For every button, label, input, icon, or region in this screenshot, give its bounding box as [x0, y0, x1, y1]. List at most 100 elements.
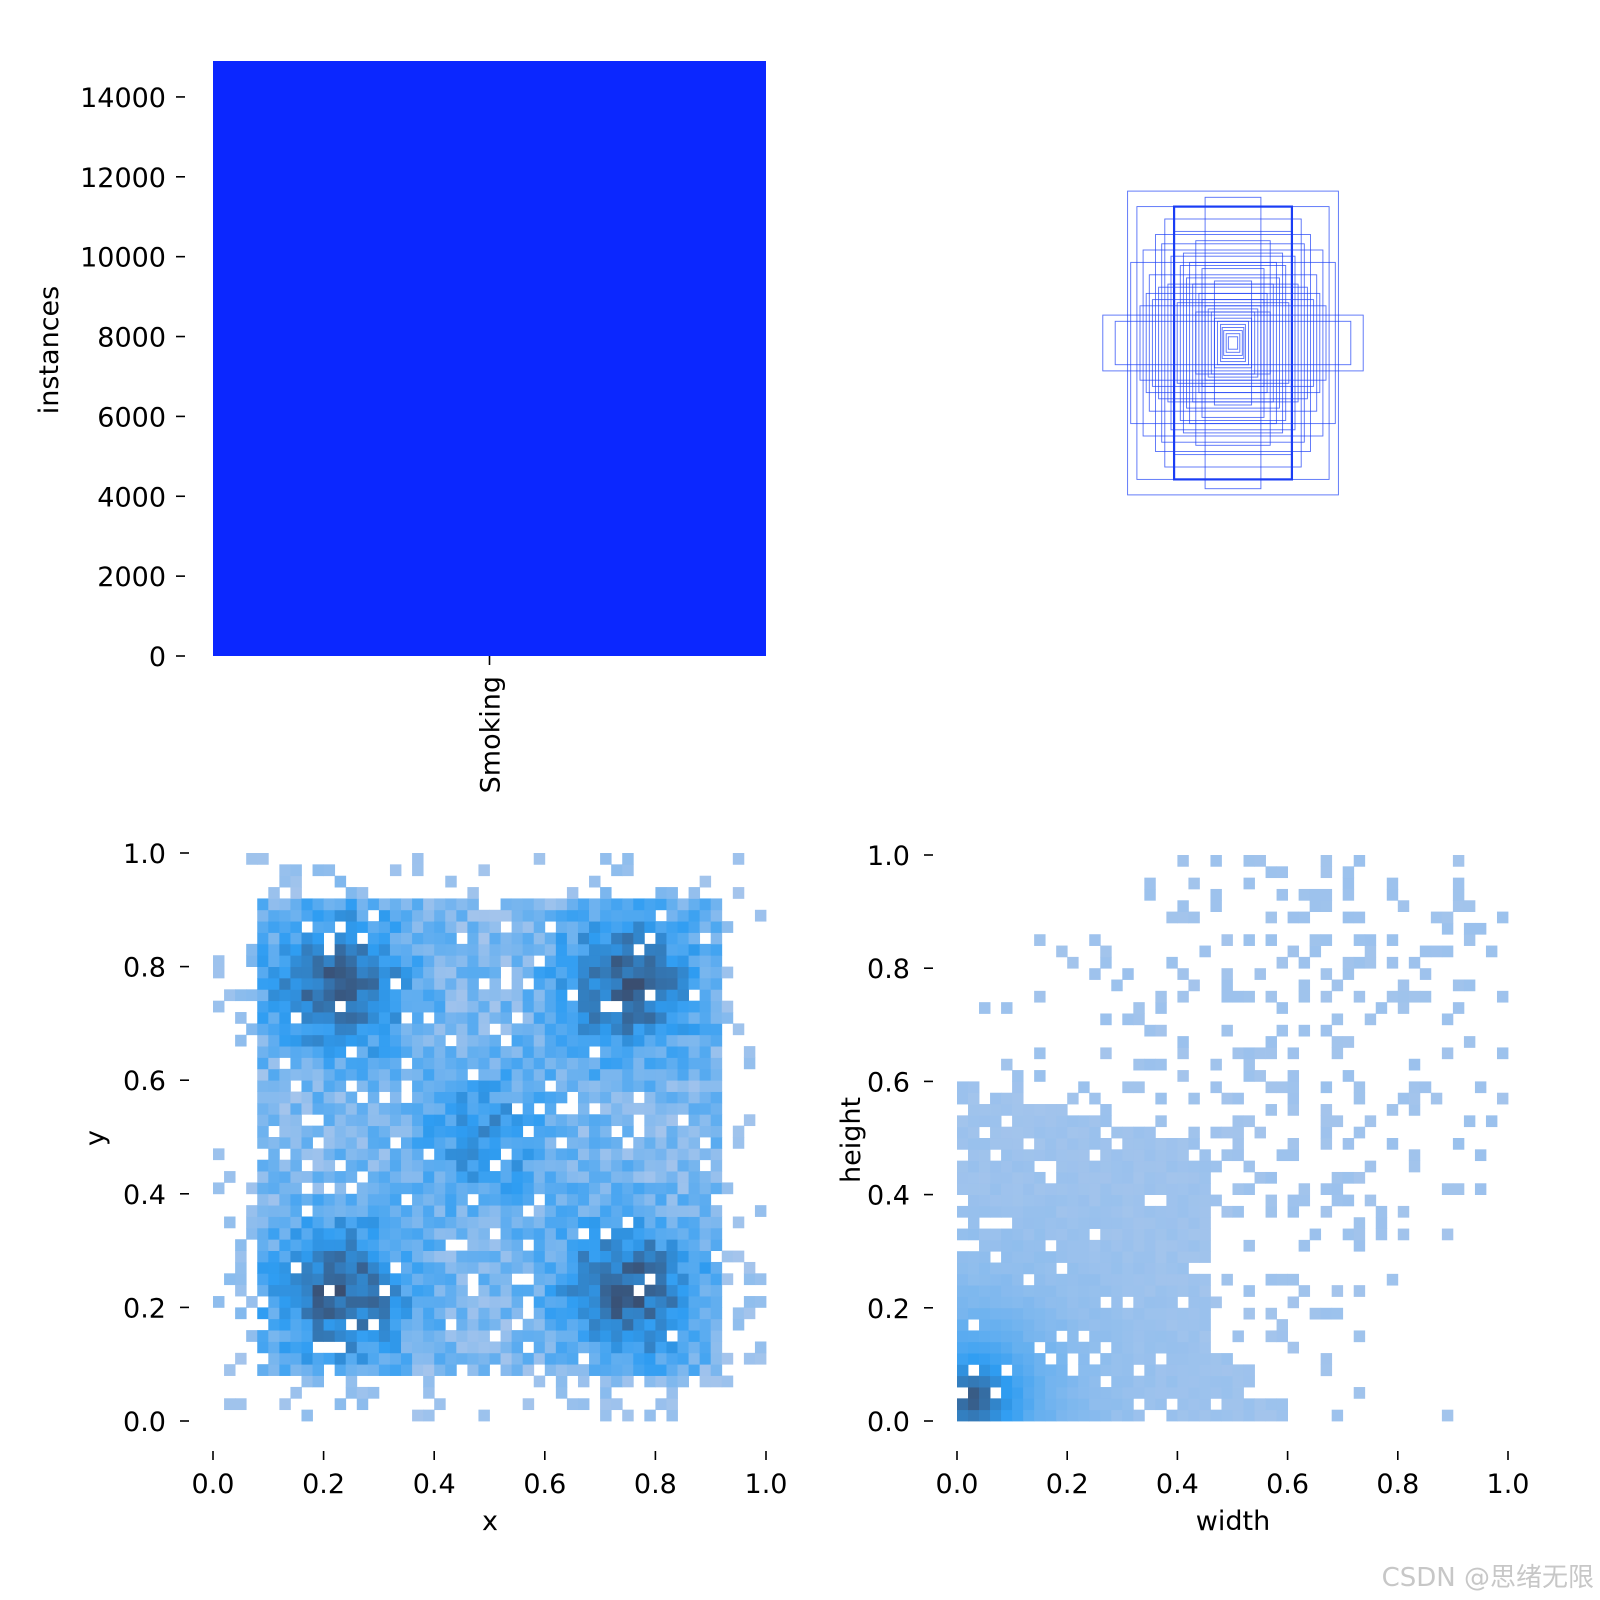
heatmap-cell — [1320, 1126, 1333, 1139]
heatmap-cell — [389, 1239, 402, 1251]
heatmap-cell — [456, 1250, 468, 1263]
heatmap-cell — [544, 1250, 557, 1263]
heatmap-cell — [511, 1159, 524, 1172]
heatmap-cell — [611, 1091, 623, 1104]
heatmap-cell — [1023, 1375, 1035, 1388]
heatmap-cell — [323, 1250, 336, 1263]
heatmap-cell — [467, 1046, 479, 1058]
heatmap-cell — [290, 1102, 302, 1115]
heatmap-cell — [666, 1296, 678, 1308]
heatmap-cell — [511, 1352, 524, 1365]
heatmap-cell — [1034, 1375, 1046, 1388]
heatmap-cell — [1034, 1273, 1046, 1286]
heatmap-cell — [500, 1023, 513, 1036]
heatmap-cell — [589, 966, 601, 979]
heatmap-cell — [1100, 945, 1112, 958]
heatmap-cell — [478, 1023, 490, 1036]
heatmap-cell — [389, 1171, 402, 1183]
heatmap-cell — [1056, 1126, 1068, 1139]
heatmap-cell — [1287, 1092, 1300, 1105]
heatmap-cell — [979, 1262, 991, 1275]
heatmap-cell — [389, 943, 402, 956]
heatmap-cell — [456, 1091, 468, 1104]
heatmap-cell — [710, 1330, 723, 1342]
heatmap-cell — [1287, 911, 1300, 924]
heatmap-cell — [1122, 1319, 1134, 1331]
heatmap-cell — [290, 1023, 302, 1036]
heatmap-cell — [489, 1307, 501, 1320]
heatmap-cell — [968, 1353, 980, 1365]
heatmap-cell — [378, 1159, 391, 1172]
heatmap-cell — [1342, 1171, 1355, 1184]
heatmap-cell — [1320, 1307, 1333, 1320]
heatmap-cell — [710, 932, 723, 945]
heatmap-cell — [1001, 1375, 1013, 1388]
heatmap-cell — [290, 1352, 302, 1365]
heatmap-cell — [1265, 1330, 1277, 1343]
heatmap-cell — [1001, 1285, 1013, 1297]
heatmap-cell — [312, 921, 324, 933]
heatmap-cell — [1353, 1092, 1366, 1105]
heatmap-cell — [489, 1239, 501, 1251]
heatmap-cell — [356, 1318, 369, 1331]
heatmap-cell — [1177, 1160, 1189, 1173]
heatmap-cell — [979, 1194, 991, 1207]
heatmap-cell — [990, 1115, 1002, 1128]
heatmap-cell — [743, 1057, 756, 1070]
heatmap-cell — [666, 1125, 678, 1138]
heatmap-cell — [290, 887, 302, 899]
heatmap-cell — [990, 1353, 1002, 1365]
heatmap-cell — [1100, 1205, 1112, 1218]
heatmap-cell — [566, 887, 579, 899]
heatmap-cell — [334, 1205, 347, 1217]
heatmap-cell — [478, 1102, 490, 1115]
heatmap-cell — [577, 1068, 590, 1081]
heatmap-cell — [1188, 1217, 1200, 1229]
heatmap-cell — [566, 943, 579, 956]
heatmap-cell — [633, 1239, 645, 1251]
heatmap-cell — [423, 1137, 435, 1149]
heatmap-cell — [312, 909, 324, 922]
heatmap-cell — [990, 1409, 1002, 1422]
heatmap-cell — [312, 1250, 324, 1263]
heatmap-cell — [268, 1318, 280, 1331]
heatmap-cell — [644, 1046, 656, 1058]
heatmap-cell — [1342, 877, 1355, 890]
heatmap-cell — [500, 1193, 513, 1206]
heatmap-cell — [1056, 1285, 1068, 1297]
heatmap-cell — [478, 989, 490, 1002]
heatmap-cell — [345, 1193, 358, 1206]
heatmap-cell — [1111, 1353, 1123, 1365]
heatmap-cell — [1111, 1364, 1123, 1377]
heatmap-cell — [957, 1296, 969, 1309]
heatmap-cell — [1342, 888, 1355, 901]
x-tick-label: 0.0 — [936, 1469, 979, 1500]
heatmap-cell — [434, 1261, 446, 1274]
heatmap-cell — [544, 1296, 557, 1308]
heatmap-cell — [1100, 1353, 1112, 1365]
heatmap-cell — [655, 1239, 667, 1251]
heatmap-cell — [1243, 1285, 1255, 1297]
heatmap-cell — [1012, 1319, 1024, 1331]
heatmap-cell — [1144, 1341, 1156, 1354]
heatmap-cell — [378, 1352, 391, 1365]
heatmap-cell — [434, 966, 446, 979]
heatmap-cell — [401, 1239, 413, 1251]
heatmap-cell — [389, 1352, 402, 1365]
heatmap-cell — [522, 1137, 535, 1149]
heatmap-cell — [533, 1080, 546, 1092]
heatmap-cell — [1111, 1149, 1123, 1162]
heatmap-cell — [1034, 1138, 1046, 1150]
heatmap-cell — [611, 966, 623, 979]
heatmap-cell — [1056, 1138, 1068, 1150]
heatmap-cell — [246, 1330, 258, 1342]
heatmap-cell — [467, 1012, 479, 1024]
heatmap-cell — [666, 1227, 678, 1240]
heatmap-cell — [445, 1148, 457, 1161]
heatmap-cell — [611, 955, 623, 967]
heatmap-cell — [1122, 1398, 1134, 1411]
heatmap-cell — [378, 1318, 391, 1331]
heatmap-cell — [434, 1284, 446, 1297]
heatmap-cell — [968, 1081, 980, 1094]
heatmap-cell — [1144, 1239, 1156, 1252]
